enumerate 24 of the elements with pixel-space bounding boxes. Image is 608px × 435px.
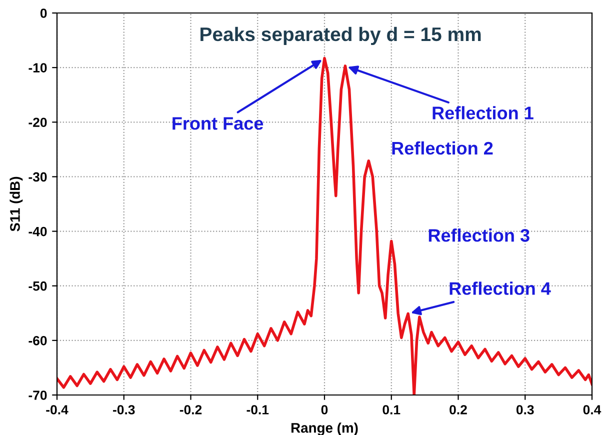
- y-axis-title: S11 (dB): [10, 176, 23, 232]
- y-tick-label: 0: [40, 8, 47, 18]
- annotation: Reflection 1: [432, 106, 534, 120]
- y-tick-label: -50: [28, 281, 47, 291]
- y-tick-label: -70: [28, 390, 47, 400]
- annotation: Peaks separated by d = 15 mm: [200, 26, 481, 45]
- x-tick-label: -0.3: [113, 405, 135, 414]
- x-tick-label: 0.4: [583, 405, 602, 414]
- y-tick-label: -30: [28, 172, 47, 182]
- x-tick-label: -0.1: [246, 405, 269, 414]
- x-tick-label: 0.3: [516, 405, 534, 414]
- annotation: Reflection 2: [392, 141, 493, 155]
- y-tick-label: -60: [28, 336, 47, 346]
- y-tick-label: -40: [28, 226, 47, 236]
- x-tick-label: 0.1: [382, 405, 400, 414]
- x-tick-label: -0.4: [46, 405, 68, 414]
- y-tick-label: -10: [28, 63, 47, 72]
- annotation: Reflection 4: [450, 282, 551, 295]
- x-tick-label: -0.2: [180, 405, 202, 414]
- annotation: Front Face: [172, 117, 264, 130]
- y-tick-label: -20: [28, 118, 47, 128]
- x-tick-label: 0: [321, 405, 328, 414]
- annotation: Reflection 3: [428, 228, 530, 242]
- x-tick-label: 0.2: [450, 405, 467, 414]
